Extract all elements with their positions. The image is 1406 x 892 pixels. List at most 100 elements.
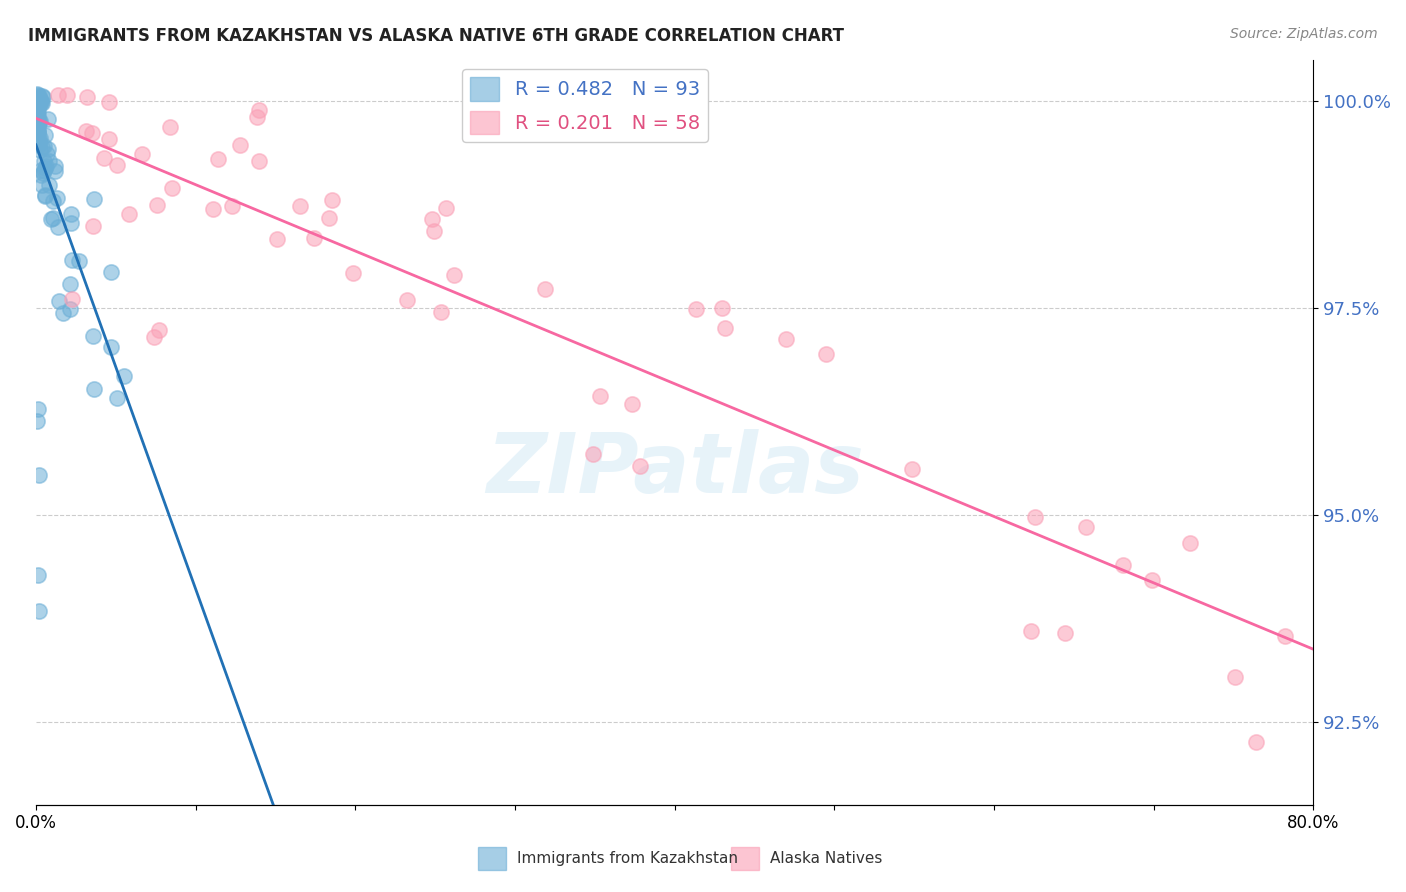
Point: [28, 92, 51, 106]
Point: [32, 139, 55, 153]
Point: [27, 112, 49, 127]
Point: [60, 253, 83, 268]
Point: [98, 95, 121, 110]
Point: [146, 198, 169, 212]
Point: [31, 95, 53, 110]
Point: [25, 104, 48, 119]
Point: [34, 189, 56, 203]
Point: [534, 282, 557, 296]
Point: [28, 89, 51, 103]
Point: [30, 96, 52, 111]
Point: [148, 322, 170, 336]
Point: [27, 124, 49, 138]
Point: [35, 146, 58, 161]
Point: [27, 104, 49, 119]
Point: [28, 96, 51, 111]
Point: [131, 147, 153, 161]
Point: [27, 120, 49, 134]
Point: [44, 159, 66, 173]
Point: [31, 140, 53, 154]
Point: [27, 110, 49, 124]
Point: [443, 268, 465, 282]
Point: [37, 112, 59, 127]
Point: [48, 293, 70, 308]
Point: [621, 396, 644, 410]
Point: [83, 382, 105, 396]
Point: [31, 178, 53, 192]
Point: [27, 107, 49, 121]
Point: [27, 568, 49, 582]
Point: [247, 153, 270, 168]
Point: [38, 178, 60, 193]
Point: [34, 187, 56, 202]
Point: [27, 93, 49, 107]
Point: [266, 232, 288, 246]
Point: [30, 113, 52, 128]
Point: [201, 202, 224, 216]
Point: [27, 103, 49, 117]
Point: [30, 168, 52, 182]
Point: [27, 119, 49, 133]
Point: [423, 224, 446, 238]
Point: [246, 110, 269, 124]
Point: [25, 98, 48, 112]
Point: [28, 92, 51, 106]
Point: [82, 127, 104, 141]
Point: [28, 96, 51, 111]
Point: [27, 468, 49, 483]
Point: [434, 201, 457, 215]
Point: [207, 152, 229, 166]
Point: [27, 103, 49, 117]
Point: [27, 130, 49, 145]
Point: [51, 306, 73, 320]
Point: [118, 207, 141, 221]
Point: [44, 164, 66, 178]
Point: [229, 137, 252, 152]
Point: [25, 95, 48, 109]
Point: [775, 332, 797, 346]
Point: [25, 414, 48, 428]
Point: [28, 136, 51, 151]
Point: [25, 100, 48, 114]
Text: Alaska Natives: Alaska Natives: [770, 851, 883, 866]
Point: [76, 90, 98, 104]
Point: [159, 120, 181, 134]
Point: [27, 114, 49, 128]
Point: [25, 106, 48, 120]
Bar: [731, 847, 759, 870]
Point: [82, 329, 104, 343]
Point: [28, 133, 51, 147]
Point: [93, 151, 115, 165]
Point: [1225, 670, 1247, 684]
Point: [25, 97, 48, 112]
Point: [42, 211, 65, 225]
Point: [46, 88, 69, 103]
Point: [630, 459, 652, 474]
Point: [25, 103, 48, 118]
Point: [60, 216, 83, 230]
Point: [342, 266, 364, 280]
Point: [25, 100, 48, 114]
Point: [98, 132, 121, 146]
Point: [25, 96, 48, 111]
Text: Source: ZipAtlas.com: Source: ZipAtlas.com: [1230, 27, 1378, 41]
Text: IMMIGRANTS FROM KAZAKHSTAN VS ALASKA NATIVE 6TH GRADE CORRELATION CHART: IMMIGRANTS FROM KAZAKHSTAN VS ALASKA NAT…: [28, 27, 844, 45]
Point: [1019, 624, 1042, 639]
Point: [32, 166, 55, 180]
Point: [27, 91, 49, 105]
Point: [28, 130, 51, 145]
Point: [67, 253, 90, 268]
Point: [25, 109, 48, 123]
Point: [1111, 558, 1133, 572]
Point: [100, 265, 122, 279]
Point: [105, 391, 128, 405]
Point: [1244, 735, 1267, 749]
Point: [34, 161, 56, 175]
Point: [27, 125, 49, 139]
Point: [82, 219, 104, 234]
Point: [31, 88, 53, 103]
Point: [25, 110, 48, 124]
Bar: [478, 847, 506, 870]
Point: [714, 321, 737, 335]
Point: [59, 302, 82, 317]
